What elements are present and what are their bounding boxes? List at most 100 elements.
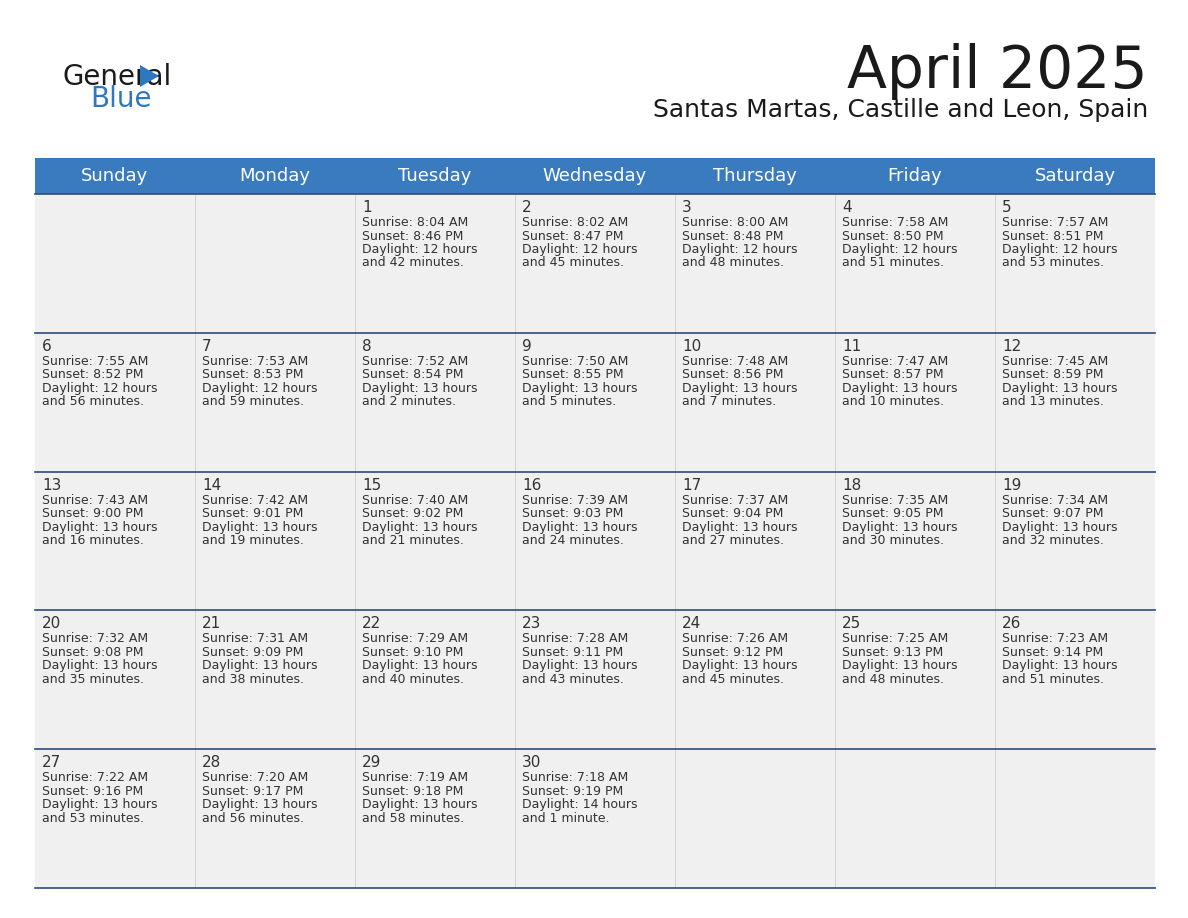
Text: 6: 6 [42,339,52,353]
Text: Sunset: 9:14 PM: Sunset: 9:14 PM [1001,646,1104,659]
Text: Daylight: 13 hours: Daylight: 13 hours [362,382,478,395]
Text: Sunset: 9:13 PM: Sunset: 9:13 PM [842,646,943,659]
Text: and 10 minutes.: and 10 minutes. [842,396,944,409]
Text: Daylight: 13 hours: Daylight: 13 hours [1001,521,1118,533]
Text: Sunrise: 7:43 AM: Sunrise: 7:43 AM [42,494,148,507]
Text: Blue: Blue [90,85,152,113]
Text: 16: 16 [522,477,542,493]
Text: and 2 minutes.: and 2 minutes. [362,396,456,409]
Bar [195,158,355,194]
Text: 4: 4 [842,200,852,215]
Text: and 51 minutes.: and 51 minutes. [842,256,944,270]
Bar [34,610,1155,749]
Text: Sunset: 9:18 PM: Sunset: 9:18 PM [362,785,463,798]
Text: Sunset: 9:12 PM: Sunset: 9:12 PM [682,646,783,659]
Bar [675,158,835,194]
Text: 5: 5 [1001,200,1012,215]
Text: Sunset: 8:53 PM: Sunset: 8:53 PM [202,368,303,381]
Bar [516,158,675,194]
Text: 17: 17 [682,477,701,493]
Text: and 45 minutes.: and 45 minutes. [682,673,784,686]
Text: Sunrise: 7:34 AM: Sunrise: 7:34 AM [1001,494,1108,507]
Text: 21: 21 [202,616,221,632]
Text: 19: 19 [1001,477,1022,493]
Text: and 27 minutes.: and 27 minutes. [682,534,784,547]
Bar [34,472,1155,610]
Text: and 16 minutes.: and 16 minutes. [42,534,144,547]
Text: and 21 minutes.: and 21 minutes. [362,534,463,547]
Text: Daylight: 13 hours: Daylight: 13 hours [42,521,158,533]
Text: Sunset: 9:11 PM: Sunset: 9:11 PM [522,646,624,659]
Text: Sunset: 8:52 PM: Sunset: 8:52 PM [42,368,144,381]
Text: Sunrise: 7:50 AM: Sunrise: 7:50 AM [522,354,628,368]
Text: Daylight: 12 hours: Daylight: 12 hours [522,243,638,256]
Text: Sunset: 8:50 PM: Sunset: 8:50 PM [842,230,943,242]
Text: and 53 minutes.: and 53 minutes. [42,812,144,824]
Text: and 30 minutes.: and 30 minutes. [842,534,944,547]
Text: Friday: Friday [887,167,942,185]
Text: Sunrise: 7:52 AM: Sunrise: 7:52 AM [362,354,468,368]
Text: Sunrise: 7:45 AM: Sunrise: 7:45 AM [1001,354,1108,368]
Text: and 48 minutes.: and 48 minutes. [842,673,944,686]
Text: Daylight: 13 hours: Daylight: 13 hours [1001,382,1118,395]
Text: Daylight: 13 hours: Daylight: 13 hours [682,521,797,533]
Polygon shape [140,65,159,87]
Text: 10: 10 [682,339,701,353]
Text: Daylight: 13 hours: Daylight: 13 hours [842,521,958,533]
Text: Sunset: 9:00 PM: Sunset: 9:00 PM [42,507,144,521]
Text: and 32 minutes.: and 32 minutes. [1001,534,1104,547]
Text: Santas Martas, Castille and Leon, Spain: Santas Martas, Castille and Leon, Spain [652,98,1148,122]
Text: and 13 minutes.: and 13 minutes. [1001,396,1104,409]
Text: Sunset: 9:04 PM: Sunset: 9:04 PM [682,507,783,521]
Text: Sunset: 9:07 PM: Sunset: 9:07 PM [1001,507,1104,521]
Bar [996,158,1155,194]
Text: Sunrise: 7:26 AM: Sunrise: 7:26 AM [682,633,788,645]
Text: and 59 minutes.: and 59 minutes. [202,396,304,409]
Text: Sunrise: 7:22 AM: Sunrise: 7:22 AM [42,771,148,784]
Text: Sunset: 8:48 PM: Sunset: 8:48 PM [682,230,784,242]
Text: 18: 18 [842,477,861,493]
Text: General: General [62,63,171,91]
Text: and 45 minutes.: and 45 minutes. [522,256,624,270]
Text: 8: 8 [362,339,372,353]
Text: Sunrise: 7:29 AM: Sunrise: 7:29 AM [362,633,468,645]
Text: Daylight: 13 hours: Daylight: 13 hours [522,659,638,672]
Text: and 56 minutes.: and 56 minutes. [202,812,304,824]
Text: Daylight: 13 hours: Daylight: 13 hours [202,521,317,533]
Text: Sunset: 9:02 PM: Sunset: 9:02 PM [362,507,463,521]
Text: and 38 minutes.: and 38 minutes. [202,673,304,686]
Bar [835,158,996,194]
Text: Sunrise: 7:25 AM: Sunrise: 7:25 AM [842,633,948,645]
Text: Sunrise: 7:18 AM: Sunrise: 7:18 AM [522,771,628,784]
Text: Sunrise: 7:48 AM: Sunrise: 7:48 AM [682,354,789,368]
Text: Daylight: 13 hours: Daylight: 13 hours [522,382,638,395]
Text: Sunrise: 7:58 AM: Sunrise: 7:58 AM [842,216,948,229]
Bar [355,158,516,194]
Text: Sunset: 8:57 PM: Sunset: 8:57 PM [842,368,943,381]
Text: Sunset: 9:16 PM: Sunset: 9:16 PM [42,785,144,798]
Text: 26: 26 [1001,616,1022,632]
Text: Sunset: 8:47 PM: Sunset: 8:47 PM [522,230,624,242]
Text: 7: 7 [202,339,211,353]
Text: and 51 minutes.: and 51 minutes. [1001,673,1104,686]
Bar [34,333,1155,472]
Text: and 7 minutes.: and 7 minutes. [682,396,776,409]
Text: Sunrise: 7:39 AM: Sunrise: 7:39 AM [522,494,628,507]
Text: April 2025: April 2025 [847,43,1148,100]
Text: 25: 25 [842,616,861,632]
Text: Daylight: 13 hours: Daylight: 13 hours [202,798,317,812]
Text: Sunrise: 7:47 AM: Sunrise: 7:47 AM [842,354,948,368]
Text: Daylight: 13 hours: Daylight: 13 hours [842,382,958,395]
Text: 3: 3 [682,200,691,215]
Text: Saturday: Saturday [1035,167,1116,185]
Text: Sunrise: 7:23 AM: Sunrise: 7:23 AM [1001,633,1108,645]
Text: and 58 minutes.: and 58 minutes. [362,812,465,824]
Text: Daylight: 12 hours: Daylight: 12 hours [42,382,158,395]
Text: Daylight: 13 hours: Daylight: 13 hours [362,521,478,533]
Text: 2: 2 [522,200,531,215]
Text: Daylight: 13 hours: Daylight: 13 hours [362,659,478,672]
Text: and 56 minutes.: and 56 minutes. [42,396,144,409]
Text: Sunrise: 7:42 AM: Sunrise: 7:42 AM [202,494,308,507]
Text: 14: 14 [202,477,221,493]
Text: Sunset: 9:09 PM: Sunset: 9:09 PM [202,646,303,659]
